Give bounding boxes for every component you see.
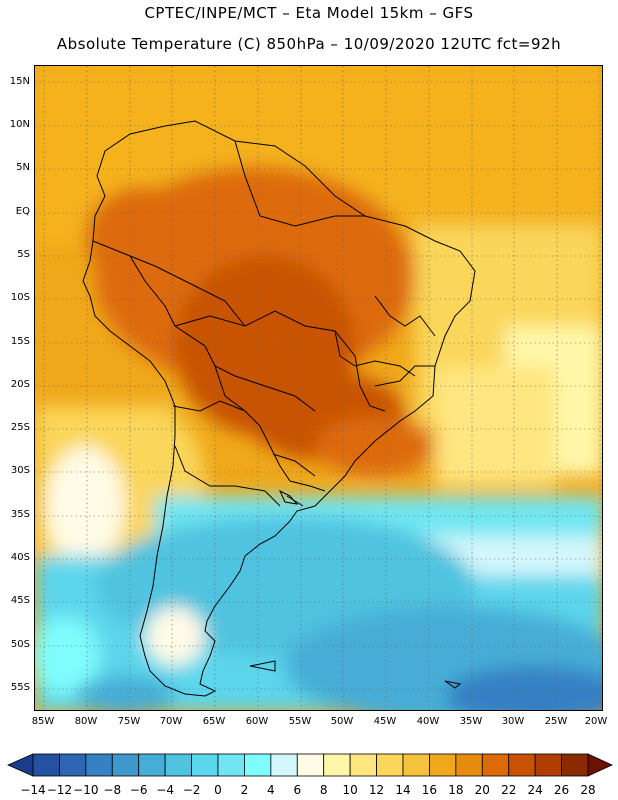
lat-label: EQ xyxy=(15,206,30,217)
colorbar-tick-label: 14 xyxy=(395,783,411,797)
colorbar-cell xyxy=(534,753,562,777)
colorbar-cell xyxy=(508,753,536,777)
map-title-variable: Absolute Temperature (C) 850hPa – 10/09/… xyxy=(56,35,562,53)
lat-label: 5N xyxy=(16,162,30,173)
colorbar-cell xyxy=(217,753,245,777)
lon-label: 55W xyxy=(288,716,312,727)
colorbar-tick-label: −10 xyxy=(73,783,99,797)
colorbar-cell xyxy=(402,753,430,777)
colorbar-tick-label: −6 xyxy=(129,783,148,797)
colorbar-tick-label: 20 xyxy=(474,783,490,797)
lat-label: 25S xyxy=(10,422,30,433)
lon-label: 50W xyxy=(330,716,354,727)
lat-label: 40S xyxy=(10,552,30,563)
colorbar-tick-label: −12 xyxy=(46,783,73,797)
lon-label: 65W xyxy=(202,716,226,727)
coastline xyxy=(82,120,476,697)
lon-label: 20W xyxy=(584,716,608,727)
colorbar-cell xyxy=(244,753,272,777)
lon-label: 80W xyxy=(74,716,98,727)
lon-label: 60W xyxy=(245,716,269,727)
colorbar-tick-label: 6 xyxy=(293,783,302,797)
colorbar-cell xyxy=(349,753,377,777)
colorbar-cell xyxy=(429,753,457,777)
colorbar-tick-label: −14 xyxy=(20,783,46,797)
colorbar-underflow-triangle xyxy=(7,753,34,777)
colorbar-tick-label: 18 xyxy=(448,783,464,797)
colorbar-tick-label: −2 xyxy=(182,783,201,797)
colorbar-tick-label: 26 xyxy=(553,783,570,797)
lon-label: 75W xyxy=(117,716,141,727)
lat-label: 20S xyxy=(10,379,30,390)
lat-label: 10S xyxy=(10,292,30,303)
lon-label: 35W xyxy=(459,716,483,727)
colorbar-tick-label: 10 xyxy=(342,783,358,797)
colorbar-cell xyxy=(481,753,510,777)
colorbar-cell xyxy=(111,753,140,777)
lon-label: 70W xyxy=(159,716,183,727)
lat-label: 45S xyxy=(10,595,30,606)
colorbar-cell xyxy=(455,753,483,777)
lon-label: 25W xyxy=(544,716,568,727)
colorbar-cell xyxy=(138,753,166,777)
colorbar-cell xyxy=(561,753,589,777)
lon-label: 45W xyxy=(373,716,397,727)
colorbar-cell xyxy=(376,753,404,777)
lon-label: 30W xyxy=(501,716,525,727)
colorbar-cell xyxy=(191,753,219,777)
colorbar-tick-label: 22 xyxy=(501,783,517,797)
colorbar-tick-label: 16 xyxy=(421,783,438,797)
colorbar-cell xyxy=(270,753,298,777)
lat-label: 50S xyxy=(10,639,30,650)
lat-label: 10N xyxy=(9,119,30,130)
colorbar-cell xyxy=(85,753,113,777)
colorbar-overflow-triangle xyxy=(587,753,613,777)
colorbar-tick-label: 8 xyxy=(319,783,328,797)
colorbar-cell xyxy=(32,753,60,777)
lat-label: 5S xyxy=(17,249,30,260)
lat-label: 15S xyxy=(10,336,30,347)
colorbar-tick-label: 12 xyxy=(368,783,385,797)
colorbar-tick-label: 2 xyxy=(240,783,249,797)
map-title-source: CPTEC/INPE/MCT – Eta Model 15km – GFS xyxy=(144,4,474,22)
colorbar-tick-label: −4 xyxy=(156,783,174,797)
colorbar-tick-label: 24 xyxy=(527,783,543,797)
lat-label: 15N xyxy=(9,76,30,87)
lon-label: 85W xyxy=(31,716,55,727)
lat-label: 55S xyxy=(10,682,30,693)
colorbar-cell xyxy=(296,753,325,777)
colorbar-tick-label: 0 xyxy=(214,783,222,797)
lat-label: 35S xyxy=(10,509,30,520)
lon-label: 40W xyxy=(416,716,440,727)
colorbar-tick-label: 4 xyxy=(267,783,275,797)
colorbar-tick-label: −8 xyxy=(103,783,122,797)
colorbar-tick-label: 28 xyxy=(580,783,596,797)
color-scale-bar xyxy=(7,753,613,777)
colorbar-cell xyxy=(323,753,351,777)
lat-label: 30S xyxy=(10,465,30,476)
colorbar-cell xyxy=(59,753,87,777)
temperature-map[interactable] xyxy=(34,65,603,711)
colorbar-cell xyxy=(164,753,192,777)
